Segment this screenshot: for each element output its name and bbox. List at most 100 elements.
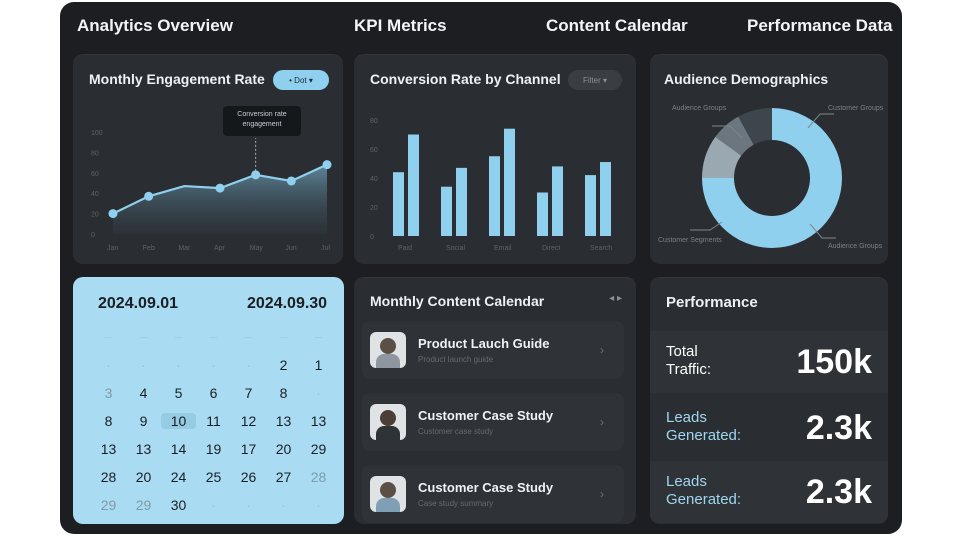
x-tick-label: Social <box>446 245 466 252</box>
conversion-filter-button[interactable]: Filter ▾ <box>568 70 622 90</box>
content-item[interactable]: Product Lauch Guide Product launch guide… <box>362 321 624 379</box>
data-point[interactable] <box>108 209 118 219</box>
calendar-day[interactable]: 8 <box>104 413 113 429</box>
calendar-day[interactable]: 29 <box>135 497 152 513</box>
calendar-end-date[interactable]: 2024.09.30 <box>247 295 328 312</box>
calendar-day[interactable]: 19 <box>205 441 222 457</box>
content-item-subtitle: Customer case study <box>418 427 494 436</box>
content-item[interactable]: Customer Case Study Customer case study … <box>362 393 624 451</box>
calendar-day[interactable]: 13 <box>100 441 117 457</box>
weekday-label: — <box>209 332 218 342</box>
leader-line <box>809 223 836 239</box>
content-item-subtitle: Product launch guide <box>418 355 494 364</box>
bar[interactable] <box>441 186 452 236</box>
content-item[interactable]: Customer Case Study Case study summary › <box>362 465 624 523</box>
calendar-day[interactable]: 5 <box>174 385 183 401</box>
calendar-day[interactable]: 29 <box>310 441 327 457</box>
demographics-chart: Audience Groups Customer Groups Customer… <box>658 105 884 250</box>
content-item-title: Customer Case Study <box>418 408 554 423</box>
nav-performance-data[interactable]: Performance Data <box>747 16 893 35</box>
data-point[interactable] <box>144 191 154 201</box>
y-tick-label: 80 <box>370 118 378 125</box>
bar[interactable] <box>393 172 404 236</box>
leader-line <box>712 125 743 139</box>
calendar-day[interactable]: 7 <box>244 385 253 401</box>
calendar-day[interactable]: 27 <box>275 469 292 485</box>
x-tick-label: Feb <box>143 245 155 252</box>
demographics-title: Audience Demographics <box>664 71 829 87</box>
performance-row: Leads Generated: 2.3k <box>650 461 888 523</box>
calendar-day[interactable]: 20 <box>275 441 292 457</box>
calendar-day[interactable]: 29 <box>100 497 117 513</box>
conversion-chart: 80 60 40 20 0 Paid Social Email Direct Search <box>370 118 612 252</box>
calendar-day[interactable]: 6 <box>209 385 218 401</box>
calendar-start-date[interactable]: 2024.09.01 <box>98 295 179 312</box>
calendar-day[interactable]: 14 <box>170 441 187 457</box>
calendar-day[interactable]: 24 <box>170 469 187 485</box>
calendar-empty-cell: · <box>106 357 111 373</box>
performance-value: 2.3k <box>805 473 872 511</box>
calendar-day[interactable]: 3 <box>104 385 113 401</box>
performance-row: Leads Generated: 2.3k <box>650 397 888 459</box>
nav-analytics-overview[interactable]: Analytics Overview <box>77 16 233 35</box>
weekday-header-row: — — — — — — — <box>91 323 344 351</box>
engagement-filter-button[interactable]: • Dot ▾ <box>273 70 329 90</box>
donut-slice[interactable] <box>702 108 842 248</box>
x-tick-label: Search <box>590 245 612 252</box>
calendar-day[interactable]: 2 <box>279 357 288 373</box>
bar[interactable] <box>585 175 596 236</box>
calendar-day[interactable]: 12 <box>240 413 257 429</box>
x-tick-label: May <box>250 245 264 252</box>
person-suit-icon <box>370 404 406 440</box>
calendar-day[interactable]: 28 <box>310 469 327 485</box>
calendar-day[interactable]: 20 <box>135 469 152 485</box>
y-tick-label: 80 <box>91 150 99 157</box>
performance-label: Leads Generated: <box>666 473 742 508</box>
demo-label-tr: Customer Groups <box>828 105 884 112</box>
calendar-empty-cell: · <box>176 357 181 373</box>
calendar-day[interactable]: 28 <box>100 469 117 485</box>
calendar-day[interactable]: 10 <box>161 413 196 429</box>
calendar-day[interactable]: 30 <box>170 497 187 513</box>
y-tick-label: 0 <box>91 232 95 239</box>
calendar-grid: — — — — — — — · · · · · 2 1 3 4 5 6 7 8 · 8 9 10 11 12 13 13 13 13 14 1… <box>91 323 344 519</box>
nav-kpi-metrics[interactable]: KPI Metrics <box>354 16 447 35</box>
donut-slice[interactable] <box>738 108 772 145</box>
calendar-day[interactable]: 13 <box>310 413 327 429</box>
bar[interactable] <box>600 162 611 236</box>
x-tick-label: Mar <box>178 245 191 252</box>
calendar-week-row: 28 20 24 25 26 27 28 <box>91 463 344 491</box>
content-calendar-title: Monthly Content Calendar <box>370 293 545 309</box>
calendar-day[interactable]: 17 <box>240 441 257 457</box>
calendar-day[interactable]: 8 <box>279 385 288 401</box>
bar[interactable] <box>456 167 467 236</box>
calendar-day[interactable]: 4 <box>139 385 148 401</box>
x-tick-label: Apr <box>214 245 226 252</box>
bar[interactable] <box>408 134 419 237</box>
calendar-day[interactable]: 13 <box>135 441 152 457</box>
calendar-day[interactable]: 13 <box>275 413 292 429</box>
conversion-title: Conversion Rate by Channel <box>370 71 561 87</box>
date-range-calendar: 2024.09.01 2024.09.30 — — — — — — — · · · · · 2 1 3 4 5 6… <box>73 277 344 524</box>
calendar-day[interactable]: 25 <box>205 469 222 485</box>
bar[interactable] <box>537 192 548 237</box>
data-point[interactable] <box>322 160 332 170</box>
calendar-day[interactable]: 9 <box>139 413 148 429</box>
y-tick-label: 40 <box>91 191 99 198</box>
calendar-day[interactable]: 11 <box>206 413 221 429</box>
bar[interactable] <box>552 166 563 236</box>
calendar-empty-cell: · <box>246 497 251 513</box>
calendar-day[interactable]: 26 <box>240 469 257 485</box>
calendar-day[interactable]: 1 <box>314 357 323 373</box>
nav-content-calendar[interactable]: Content Calendar <box>546 16 688 35</box>
calendar-empty-cell: · <box>211 357 216 373</box>
bar[interactable] <box>504 128 515 236</box>
engagement-chart: 100 80 60 40 20 0 Jan Feb Mar Apr May Jun Jul <box>91 130 332 252</box>
bar[interactable] <box>489 156 500 236</box>
data-point[interactable] <box>286 176 296 186</box>
donut-slice[interactable] <box>702 136 742 178</box>
data-point[interactable] <box>215 183 225 193</box>
engagement-tooltip: Conversion rate engagement <box>223 106 301 136</box>
calendar-empty-cell: · <box>281 497 286 513</box>
arrows-icon[interactable]: ◂ ▸ <box>609 293 622 304</box>
